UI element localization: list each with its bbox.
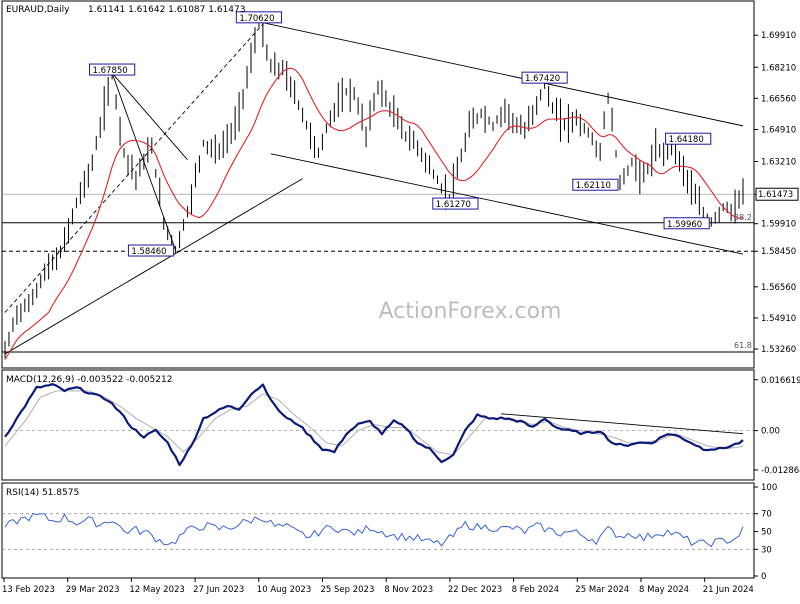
rsi-y-tick-label: 0 — [761, 572, 766, 582]
rsi-title: RSI(14) 51.8575 — [6, 488, 79, 498]
annotation-label: 1.59960 — [667, 220, 702, 230]
price-y-tick-label: 1.68210 — [761, 63, 796, 73]
price-layer: 38.2 61.8 1.70620 1.67850 1.67420 1.64180 1.62… — [2, 11, 754, 360]
rsi-line — [4, 513, 744, 548]
price-y-tick-label: 1.58450 — [761, 247, 796, 257]
header-ohlc: 1.61141 1.61642 1.61087 1.61473 — [88, 5, 245, 15]
price-y-tick-label: 1.53260 — [761, 345, 796, 355]
macd-y-tick-label: 0.00 — [761, 427, 780, 437]
macd-y-tick-label: 0.016619 — [761, 376, 800, 386]
down-channel-bottom — [270, 153, 744, 255]
retrace-line-a — [111, 72, 188, 161]
macd-layer — [2, 382, 754, 467]
rsi-layer — [2, 513, 754, 550]
x-axis-date-label: 29 Mar 2023 — [66, 585, 120, 595]
macd-signal-line — [4, 390, 744, 456]
macd-trend-line — [500, 413, 744, 435]
annotation-box — [432, 197, 479, 210]
axis-layer: 1.69910 1.68210 1.66560 1.64910 1.63210 1.599… — [2, 31, 800, 595]
annotation-label: 1.58460 — [131, 247, 166, 257]
x-axis-date-label: 8 Feb 2024 — [512, 585, 559, 595]
uptrend-line — [4, 178, 303, 355]
rsi-y-tick-label: 70 — [761, 510, 772, 520]
rsi-y-tick-label: 100 — [761, 483, 777, 493]
up-channel-dashed — [4, 23, 264, 313]
moving-average-line — [4, 67, 744, 360]
price-y-tick-label: 1.69910 — [761, 31, 796, 41]
annotation-box — [521, 71, 568, 84]
price-y-tick-label: 1.64910 — [761, 125, 796, 135]
annotation-box — [665, 132, 712, 145]
macd-y-tick-label: -0.012864 — [761, 466, 800, 476]
annotation-label: 1.67420 — [525, 74, 560, 84]
rsi-panel-frame — [1, 482, 755, 579]
macd-title: MACD(12,26,9) -0.003522 -0.005212 — [6, 375, 172, 385]
annotation-label: 1.70620 — [239, 14, 274, 24]
x-axis-date-label: 10 Aug 2023 — [257, 585, 311, 595]
x-axis-date-label: 27 Jun 2023 — [193, 585, 244, 595]
x-axis-date-label: 8 May 2024 — [639, 585, 689, 595]
fib-label-38: 38.2 — [734, 213, 752, 222]
price-y-tick-label: 1.59910 — [761, 220, 796, 230]
annotation-label: 1.64180 — [669, 135, 704, 145]
header-symbol: EURAUD,Daily — [6, 5, 70, 15]
x-axis-date-label: 13 Feb 2023 — [2, 585, 55, 595]
price-y-tick-label: 1.66560 — [761, 94, 796, 104]
down-channel-top — [258, 21, 744, 127]
rsi-y-tick-label: 30 — [761, 545, 772, 555]
annotation-box — [663, 217, 710, 230]
annotation-box — [235, 11, 283, 24]
annotation-label: 1.67850 — [93, 66, 128, 76]
macd-panel-frame — [1, 369, 755, 481]
x-axis-date-label: 8 Nov 2023 — [384, 585, 433, 595]
x-axis-date-label: 25 Sep 2023 — [321, 585, 375, 595]
current-price-badge — [755, 187, 799, 201]
annotation-label: 1.61270 — [436, 200, 471, 210]
current-price-label: 1.61473 — [758, 190, 793, 200]
annotation-box — [89, 63, 136, 76]
price-y-tick-label: 1.56560 — [761, 283, 796, 293]
fib-label-61: 61.8 — [734, 341, 752, 350]
watermark: ActionForex.com — [379, 299, 562, 324]
price-panel-frame — [1, 0, 755, 369]
annotation-box — [127, 244, 175, 257]
annotation-label: 1.62110 — [576, 181, 611, 191]
price-y-tick-label: 1.63210 — [761, 157, 796, 167]
x-axis-date-label: 25 Mar 2024 — [575, 585, 629, 595]
x-axis-date-label: 12 May 2023 — [129, 585, 184, 595]
macd-line — [4, 382, 744, 467]
x-axis-date-label: 21 Jun 2024 — [703, 585, 754, 595]
price-y-tick-label: 1.54910 — [761, 314, 796, 324]
rsi-y-tick-label: 50 — [761, 528, 772, 538]
x-axis-date-label: 22 Dec 2023 — [448, 585, 502, 595]
annotation-box — [572, 178, 619, 191]
